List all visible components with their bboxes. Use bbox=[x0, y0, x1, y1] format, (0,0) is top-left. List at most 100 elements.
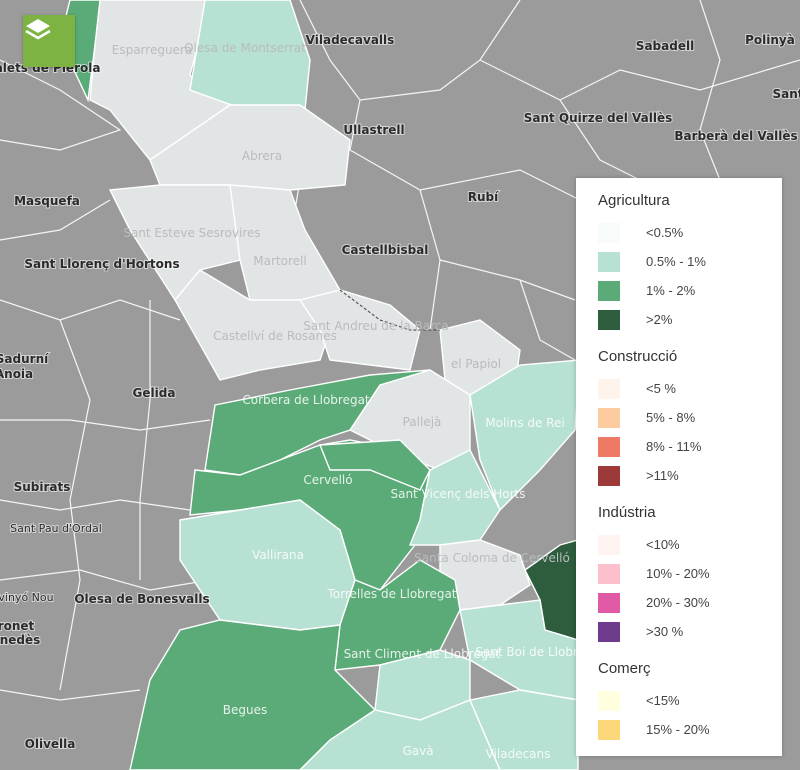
legend-swatch bbox=[598, 407, 620, 428]
river-line bbox=[339, 289, 440, 331]
layers-icon bbox=[25, 19, 51, 40]
label-begues: Begues bbox=[223, 703, 267, 717]
legend-swatch bbox=[598, 222, 620, 243]
label-barbera: Barberà del Vallès bbox=[674, 129, 797, 143]
legend-label: <0.5% bbox=[646, 225, 684, 240]
label-olesa-bonesvalls: Olesa de Bonesvalls bbox=[74, 592, 209, 606]
gray-labels: Hostalets de Pierola Viladecavalls Sabad… bbox=[0, 32, 800, 752]
legend-row[interactable]: 5% - 8% bbox=[598, 403, 782, 432]
legend-label: 1% - 2% bbox=[646, 283, 696, 298]
legend-panel[interactable]: Agricultura <0.5% 0.5% - 1% 1% - 2% >2% Const… bbox=[576, 178, 782, 756]
legend-swatch bbox=[598, 563, 620, 584]
label-santa-coloma: Santa Coloma de Cervelló bbox=[414, 551, 570, 565]
region-cervello-inner[interactable] bbox=[318, 439, 431, 491]
legend-section-0: Agricultura <0.5% 0.5% - 1% 1% - 2% >2% bbox=[576, 178, 782, 334]
legend-swatch bbox=[598, 621, 620, 642]
legend-label: >2% bbox=[646, 312, 673, 327]
legend-swatch bbox=[598, 436, 620, 457]
label-castellbisbal: Castellbisbal bbox=[342, 243, 429, 257]
legend-swatch bbox=[598, 378, 620, 399]
legend-row[interactable]: <10% bbox=[598, 530, 782, 559]
label-abrera: Abrera bbox=[242, 149, 282, 163]
label-gava: Gavà bbox=[402, 744, 433, 758]
label-ronet: ronet bbox=[0, 619, 35, 633]
label-subirats: Subirats bbox=[14, 480, 71, 494]
legend-row[interactable]: <5 % bbox=[598, 374, 782, 403]
label-martorell: Martorell bbox=[253, 254, 306, 268]
legend-row[interactable]: 10% - 20% bbox=[598, 559, 782, 588]
label-sant-vicenc: Sant Vicenç dels Horts bbox=[390, 487, 525, 501]
label-castellvi: Castellví de Rosanes bbox=[213, 329, 337, 343]
legend-row[interactable]: 8% - 11% bbox=[598, 432, 782, 461]
legend-section-title: Agricultura bbox=[598, 192, 670, 209]
legend-row[interactable]: 1% - 2% bbox=[598, 276, 782, 305]
legend-label: <10% bbox=[646, 537, 680, 552]
region-martorell[interactable] bbox=[229, 184, 342, 301]
label-vinyo: vinyó Nou bbox=[0, 591, 54, 604]
label-nedes: nedès bbox=[0, 633, 40, 647]
region-olesa-de-montserrat[interactable] bbox=[189, 0, 311, 111]
legend-swatch bbox=[598, 592, 620, 613]
label-sadurni: Sadurní bbox=[0, 352, 49, 366]
label-viladecans: Viladecans bbox=[486, 747, 551, 761]
legend-swatch bbox=[598, 719, 620, 740]
label-sant-pau: Sant Pau d'Ordal bbox=[10, 522, 102, 535]
label-masquefa: Masquefa bbox=[14, 194, 80, 208]
label-molins: Molins de Rei bbox=[485, 416, 564, 430]
legend-row[interactable]: >11% bbox=[598, 461, 782, 490]
label-corbera: Corbera de Llobregat bbox=[242, 393, 370, 407]
legend-row[interactable]: 15% - 20% bbox=[598, 715, 782, 744]
label-torrelles: Torrelles de Llobregat bbox=[326, 587, 456, 601]
legend-section-title: Comerç bbox=[598, 660, 651, 677]
label-sant-esteve: Sant Esteve Sesrovires bbox=[123, 226, 260, 240]
legend-section-1: Construcció <5 % 5% - 8% 8% - 11% >11% bbox=[576, 334, 782, 490]
region-sant-andreu[interactable] bbox=[298, 289, 421, 371]
legend-swatch bbox=[598, 465, 620, 486]
label-esparreguera: Esparreguera bbox=[112, 43, 192, 57]
layers-button[interactable] bbox=[23, 15, 75, 67]
legend-label: >11% bbox=[646, 468, 679, 483]
legend-swatch bbox=[598, 251, 620, 272]
label-el-papiol: el Papiol bbox=[451, 357, 501, 371]
colored-municipalities[interactable] bbox=[59, 0, 581, 770]
label-sant-llorenc: Sant Llorenç d'Hortons bbox=[24, 257, 179, 271]
legend-label: >30 % bbox=[646, 624, 684, 639]
legend-label: <15% bbox=[646, 693, 680, 708]
legend-label: 8% - 11% bbox=[646, 439, 702, 454]
legend-row[interactable]: 20% - 30% bbox=[598, 588, 782, 617]
label-gelida: Gelida bbox=[133, 386, 176, 400]
label-viladecavalls: Viladecavalls bbox=[306, 33, 395, 47]
label-sabadell: Sabadell bbox=[636, 39, 694, 53]
legend-sections: Agricultura <0.5% 0.5% - 1% 1% - 2% >2% Const… bbox=[576, 178, 782, 744]
label-cervello: Cervelló bbox=[303, 473, 352, 487]
label-polinya: Polinyà bbox=[745, 33, 795, 47]
label-anoia: Anoia bbox=[0, 367, 33, 381]
legend-swatch bbox=[598, 690, 620, 711]
label-sant-boi: Sant Boi de Llobregat bbox=[475, 645, 605, 659]
legend-row[interactable]: <15% bbox=[598, 686, 782, 715]
legend-row[interactable]: >30 % bbox=[598, 617, 782, 646]
legend-section-title: Construcció bbox=[598, 348, 678, 365]
legend-section-title: Indústria bbox=[598, 504, 656, 521]
legend-label: 10% - 20% bbox=[646, 566, 710, 581]
label-palleja: Pallejà bbox=[403, 415, 442, 429]
legend-label: 5% - 8% bbox=[646, 410, 696, 425]
label-olivella: Olivella bbox=[25, 737, 76, 751]
legend-label: 20% - 30% bbox=[646, 595, 710, 610]
region-sant-esteve[interactable] bbox=[108, 184, 251, 302]
region-gava[interactable] bbox=[299, 699, 501, 770]
label-ullastrell: Ullastrell bbox=[343, 123, 404, 137]
legend-label: 0.5% - 1% bbox=[646, 254, 706, 269]
legend-row[interactable]: 0.5% - 1% bbox=[598, 247, 782, 276]
label-sant-climent: Sant Climent de Llobregat bbox=[344, 647, 501, 661]
legend-label: 15% - 20% bbox=[646, 722, 710, 737]
label-vallirana: Vallirana bbox=[252, 548, 304, 562]
label-sant-edge: Sant bbox=[772, 87, 800, 101]
region-molins-de-rei[interactable] bbox=[469, 359, 581, 512]
legend-section-3: Comerç <15% 15% - 20% bbox=[576, 646, 782, 744]
legend-row[interactable]: >2% bbox=[598, 305, 782, 334]
legend-row[interactable]: <0.5% bbox=[598, 218, 782, 247]
legend-swatch bbox=[598, 309, 620, 330]
